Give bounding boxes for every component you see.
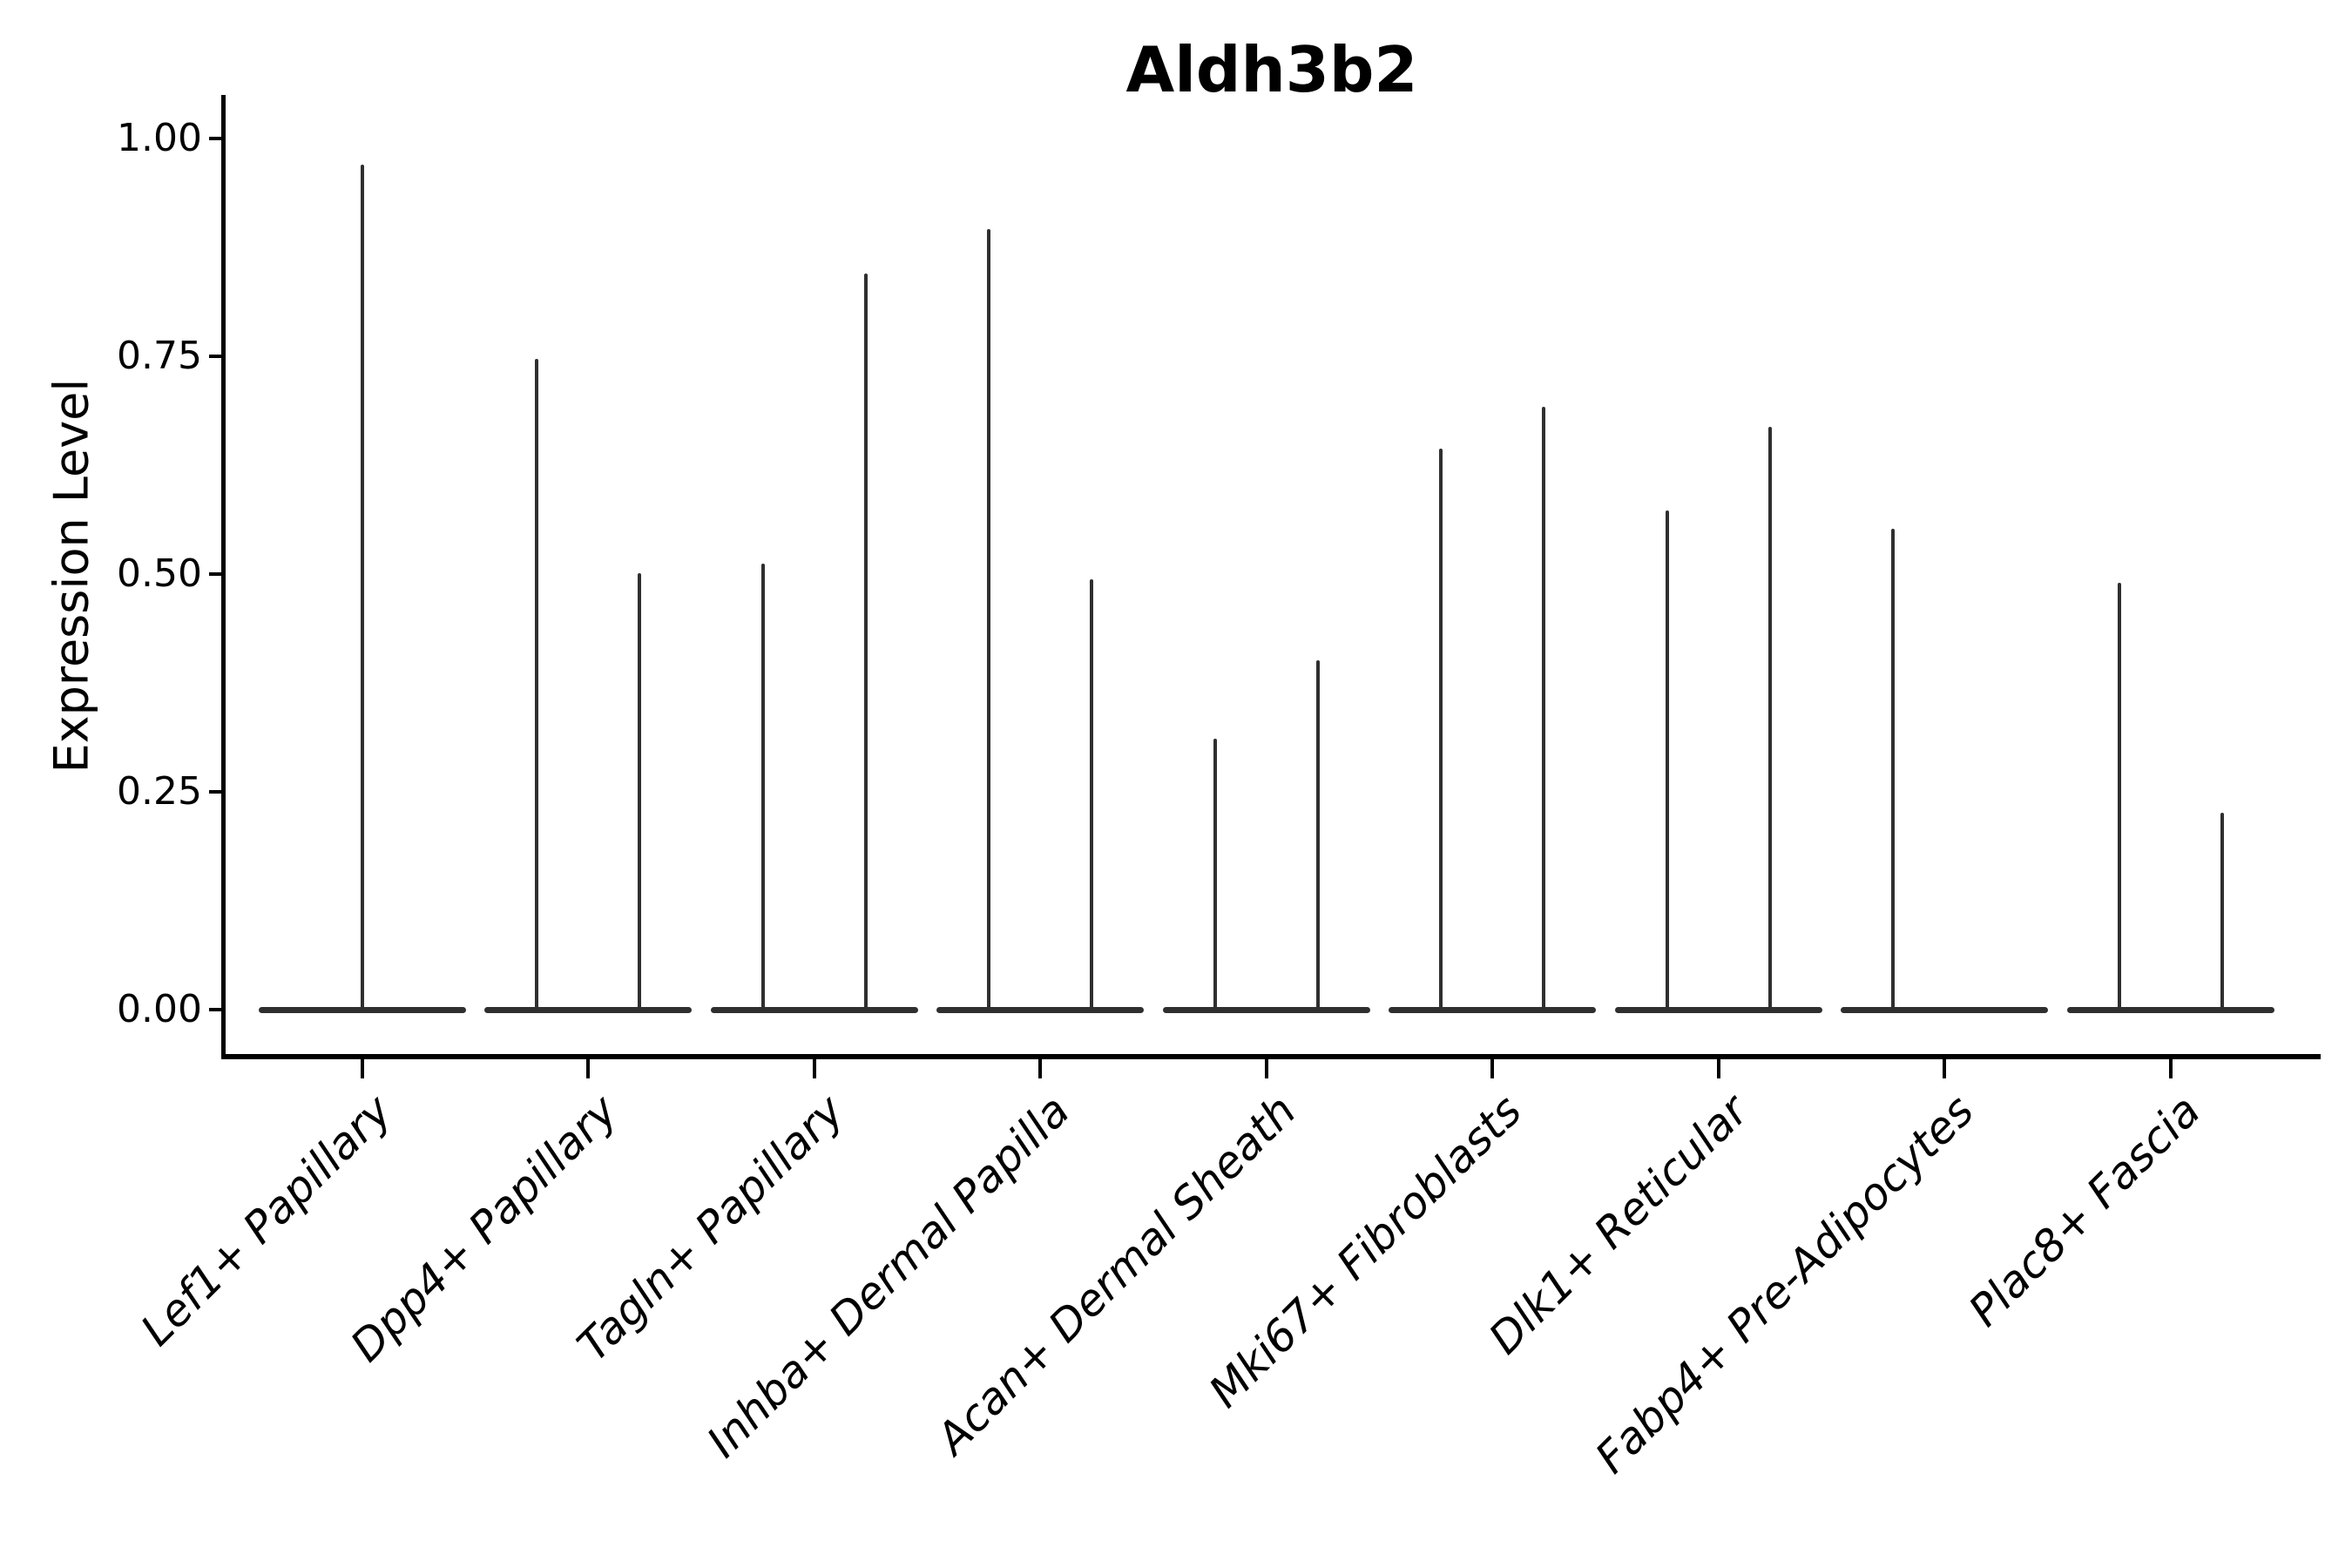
violin-spike bbox=[638, 573, 642, 1013]
y-tick-label: 0.25 bbox=[117, 769, 202, 814]
x-tick-label: Tagln+ Papillary bbox=[567, 1085, 854, 1371]
y-tick-mark bbox=[209, 137, 223, 140]
violin-spike bbox=[360, 165, 364, 1013]
x-tick-label: Lef1+ Papillary bbox=[131, 1085, 402, 1356]
violin-spike bbox=[760, 564, 765, 1013]
violin-spike bbox=[987, 229, 991, 1013]
violin-spike bbox=[1542, 407, 1546, 1013]
x-tick-label: Inhba+ Dermal Papilla bbox=[697, 1085, 1080, 1468]
violin-spike bbox=[863, 274, 868, 1013]
y-tick-label: 0.50 bbox=[117, 551, 202, 596]
violin-spike bbox=[2220, 813, 2224, 1013]
violin-spike bbox=[1090, 579, 1094, 1013]
violin-spike bbox=[1767, 427, 1772, 1013]
x-tick-label: Dlk1+ Reticular bbox=[1478, 1085, 1758, 1364]
y-tick-label: 1.00 bbox=[117, 116, 202, 160]
violin-spike bbox=[1665, 510, 1669, 1013]
violin-body bbox=[936, 1006, 1145, 1013]
violin-spike bbox=[1315, 660, 1320, 1013]
violin-body bbox=[1162, 1006, 1370, 1013]
violin-spike bbox=[1439, 449, 1443, 1013]
y-tick-label: 0.75 bbox=[117, 334, 202, 378]
plot-title: Aldh3b2 bbox=[1125, 33, 1418, 106]
y-tick-mark bbox=[209, 572, 223, 576]
violin-spike bbox=[1213, 739, 1217, 1013]
violin-body bbox=[1614, 1006, 1822, 1013]
x-tick-mark bbox=[2168, 1059, 2173, 1078]
violin-body bbox=[484, 1006, 693, 1013]
x-tick-mark bbox=[360, 1059, 364, 1078]
x-tick-mark bbox=[586, 1059, 591, 1078]
x-tick-mark bbox=[1490, 1059, 1495, 1078]
violin-body bbox=[1841, 1006, 2049, 1013]
x-tick-mark bbox=[1943, 1059, 1947, 1078]
violin-spike bbox=[2117, 583, 2121, 1013]
violin-spike bbox=[535, 359, 539, 1013]
y-tick-mark bbox=[209, 790, 223, 794]
violin-body bbox=[2066, 1006, 2274, 1013]
x-tick-label: Acan+ Dermal Sheath bbox=[926, 1085, 1306, 1464]
y-tick-label: 0.00 bbox=[117, 987, 202, 1031]
x-tick-label: Plac8+ Fascia bbox=[1958, 1085, 2210, 1336]
x-axis-spine bbox=[221, 1054, 2321, 1059]
x-tick-mark bbox=[1264, 1059, 1268, 1078]
x-tick-mark bbox=[1716, 1059, 1720, 1078]
y-tick-mark bbox=[209, 1008, 223, 1011]
x-tick-label: Dpp4+ Papillary bbox=[341, 1085, 628, 1372]
violin-body bbox=[710, 1006, 918, 1013]
x-tick-mark bbox=[812, 1059, 816, 1078]
y-axis-spine bbox=[221, 95, 226, 1059]
violin-body bbox=[1389, 1006, 1597, 1013]
x-tick-mark bbox=[1038, 1059, 1043, 1078]
x-tick-label: Mki67+ Fibroblasts bbox=[1200, 1085, 1532, 1417]
x-tick-label: Fabp4+ Pre-Adipocytes bbox=[1585, 1085, 1984, 1484]
y-tick-mark bbox=[209, 355, 223, 358]
violin-spike bbox=[1891, 529, 1896, 1013]
